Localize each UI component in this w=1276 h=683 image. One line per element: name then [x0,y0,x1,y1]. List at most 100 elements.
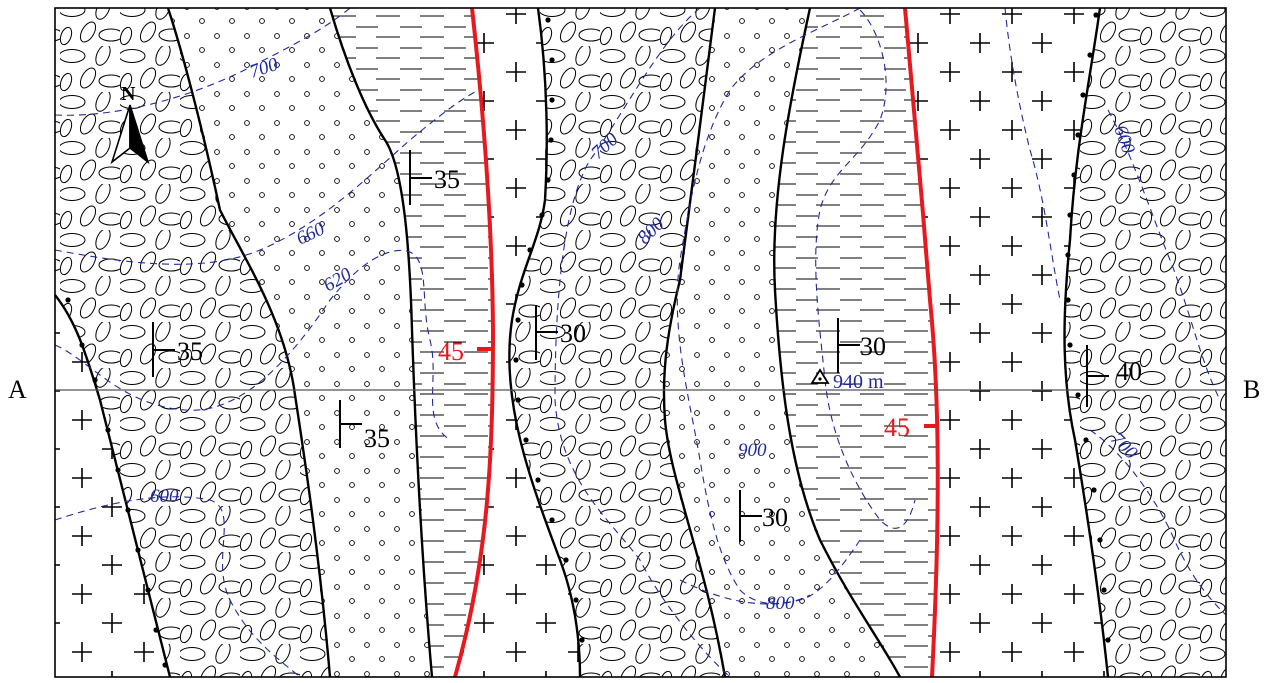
fault-dip-value: 45 [884,413,910,442]
conglomerate-dot [1087,52,1093,58]
conglomerate-dot [519,282,525,288]
unit-ellipse-center [509,8,725,677]
contact-line [508,7,582,678]
unit-ellipse-east [1064,8,1226,677]
conglomerate-dot [579,637,585,643]
dip-symbol: 30 [739,490,788,542]
faults [453,7,940,678]
contour-label: 600 [150,486,179,507]
dip-symbol: 30 [535,305,586,360]
conglomerate-dot [135,547,141,553]
conglomerate-dot [545,17,551,23]
section-start-label: A [8,375,27,404]
dip-value: 30 [762,503,788,532]
conglomerate-dot [1093,12,1099,18]
dip-value: 30 [560,319,586,348]
conglomerate-dot [1065,297,1071,303]
contact-line [662,7,727,678]
fault-east [903,7,940,678]
conglomerate-dot [65,297,71,303]
dip-value: 30 [860,332,886,361]
conglomerate-dot [1080,92,1086,98]
conglomerate-dot [548,137,554,143]
conglomerate-dot [1075,132,1081,138]
conglomerate-dot [549,57,555,63]
geologic-contacts [54,7,1110,678]
contour-label: 800 [766,593,795,614]
conglomerate-dot [1083,437,1089,443]
conglomerate-dot [1065,252,1071,258]
fault-dip-value: 45 [438,337,464,366]
dip-value: 35 [364,424,390,453]
dip-symbol: 30 [837,318,886,373]
conglomerate-dot [563,557,569,563]
conglomerate-dot [1067,212,1073,218]
contour-label: 900 [738,440,767,461]
contact-line [54,294,172,678]
section-end-label: B [1243,375,1260,404]
fault-dip-symbol: 45 [884,413,939,442]
dip-symbol: 35 [152,322,203,377]
peak-label: 940 m [833,371,884,393]
conglomerate-dot [549,97,555,103]
contour-700-center [554,7,731,678]
unit-circle-center [663,8,900,677]
unit-circle-west [168,8,432,677]
conglomerate-dot [515,397,521,403]
conglomerate-dot [535,477,541,483]
conglomerate-dot [162,662,168,668]
dip-symbol: 35 [339,400,390,453]
conglomerate-dot [549,517,555,523]
conglomerate-dot [539,212,545,218]
dip-value: 35 [177,337,203,366]
conglomerate-dot [523,437,529,443]
conglomerate-dot [153,627,159,633]
unit-dash-center [774,8,938,677]
fault-west [453,7,496,678]
dip-symbol: 35 [409,150,460,205]
dip-value: 40 [1116,357,1142,386]
triangle-icon [810,368,830,384]
fault-dip-symbol: 45 [438,337,492,366]
contact-line [166,7,332,678]
conglomerate-dot [1075,392,1081,398]
north-label: N [121,83,136,105]
conglomerate-dot [1067,342,1073,348]
contour-800-south [679,539,861,605]
conglomerate-dots [65,12,1111,668]
conglomerate-dot [573,597,579,603]
contact-line [1063,7,1110,678]
conglomerate-dot [145,587,151,593]
conglomerate-dot [545,177,551,183]
contour-800 [676,7,861,605]
conglomerate-dot [92,377,98,383]
conglomerate-dot [513,357,519,363]
unit-cross-east [905,8,1108,677]
topographic-contours [54,7,1227,678]
contour-700-nw [54,7,351,116]
north-arrow: N [110,83,150,165]
contact-line [328,7,434,678]
contour-660 [54,91,476,265]
conglomerate-dot [527,247,533,253]
conglomerate-dot [115,467,121,473]
contour-600 [54,496,301,678]
contour-600-east [1004,7,1061,301]
unit-ellipse-west [55,8,330,677]
conglomerate-dot [1071,172,1077,178]
conglomerate-dot [1105,637,1111,643]
contour-900 [815,9,916,529]
conglomerate-dot [79,342,85,348]
peak-marker: 940 m [810,368,884,393]
conglomerate-dot [1097,537,1103,543]
contour-700-east [1107,109,1221,401]
lithology-units [55,8,1226,677]
dip-symbol: 40 [1086,345,1142,407]
dip-value: 35 [434,165,460,194]
conglomerate-dot [515,317,521,323]
map-frame [54,7,1227,678]
contour-620 [54,249,451,441]
unit-dash-west [330,8,493,677]
conglomerate-dot [1091,487,1097,493]
